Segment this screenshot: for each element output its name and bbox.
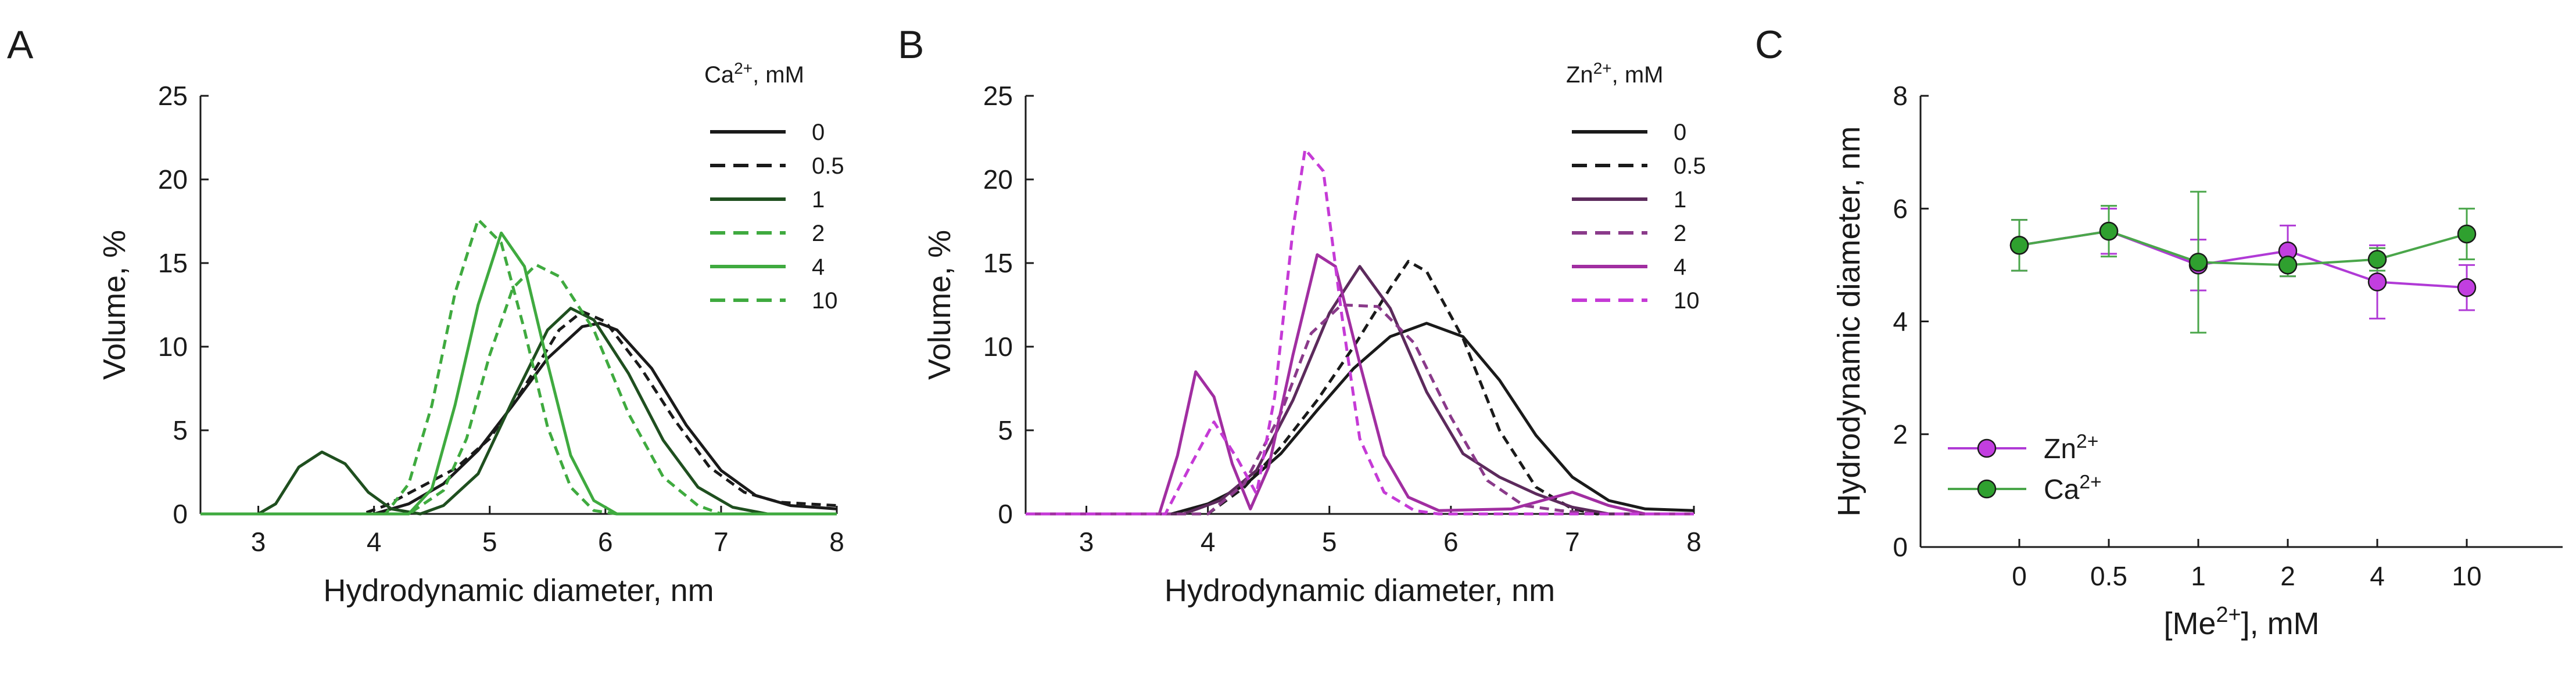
panel-a-y-tick-label-5: 25 (158, 81, 188, 111)
panel-c-x-axis-title: [Me2+], mM (2163, 603, 2319, 641)
panel-b-x-tick-label-5: 8 (1686, 527, 1701, 557)
panel-c-x-tick-label-4: 4 (2370, 561, 2385, 591)
panel-a-series-0-line (200, 322, 837, 516)
panel-c-series-0-line (2019, 230, 2467, 289)
panel-a-series-2-line (200, 307, 837, 516)
panel-c-series-0-point-5 (2457, 278, 2477, 297)
panel-a-x-tick-label-1: 4 (367, 527, 382, 557)
panel-b-y-tick-label-0: 0 (998, 499, 1013, 529)
panel-c-series-1-point-3 (2278, 256, 2298, 275)
panel-a-legend-title: Ca2+, mM (704, 59, 804, 88)
panel-c-legend-swatch-marker-0 (1977, 438, 1997, 458)
panel-c-y-axis-title: Hydrodynamic diameter, nm (1832, 126, 1866, 516)
panel-c-series-0-point-4 (2367, 272, 2387, 292)
panel-b-legend-label-5: 10 (1674, 288, 1700, 314)
panel-b-series-3-line (1026, 303, 1694, 516)
panel-a-legend-label-4: 4 (812, 254, 825, 280)
panel-a-y-tick-label-1: 5 (173, 415, 188, 445)
panel-b-x-tick-label-4: 7 (1565, 527, 1580, 557)
panel-b-y-tick-label-4: 20 (983, 164, 1013, 195)
panel-a-legend-label-0: 0 (812, 120, 825, 145)
panel-b-x-tick-label-0: 3 (1079, 527, 1094, 557)
panel-b-y-tick-label-1: 5 (998, 415, 1013, 445)
panel-b-y-axis-title: Volume, % (922, 230, 957, 380)
panel-c-series-1-point-1 (2099, 221, 2119, 241)
panel-a-y-tick-label-2: 10 (158, 332, 188, 362)
panel-c-series-1-point-2 (2188, 253, 2208, 272)
panel-a-y-tick-label-0: 0 (173, 499, 188, 529)
panel-a-series-3-line (200, 218, 837, 516)
panel-b-legend-label-0: 0 (1674, 120, 1686, 145)
panel-a-series-5-line (200, 263, 837, 516)
panel-b-legend-label-3: 2 (1674, 221, 1686, 246)
panel-b-series-1-line (1026, 260, 1694, 516)
panel-b-legend-label-4: 4 (1674, 254, 1686, 280)
panel-b-y-tick-label-3: 15 (983, 248, 1013, 278)
panel-b-series-5-line (1026, 147, 1694, 516)
panel-letter-a: A (7, 23, 34, 67)
panel-c-x-tick-label-5: 10 (2452, 561, 2481, 591)
panel-b-series-2-line (1026, 265, 1694, 516)
panel-c-legend-swatch-marker-1 (1977, 479, 1997, 499)
panel-c-series-1-point-5 (2457, 224, 2477, 244)
panel-a-y-tick-label-3: 15 (158, 248, 188, 278)
panel-c-legend-label-0: Zn2+ (2044, 431, 2098, 465)
panel-a-x-tick-label-4: 7 (714, 527, 729, 557)
panel-c-legend-label-1: Ca2+ (2044, 472, 2102, 506)
panel-b-series-0-line (1026, 322, 1694, 516)
panel-a-legend-label-2: 1 (812, 187, 825, 213)
panel-a-x-tick-label-5: 8 (829, 527, 844, 557)
panel-c-x-tick-label-1: 0.5 (2090, 561, 2127, 591)
panel-b-x-tick-label-2: 5 (1322, 527, 1337, 557)
panel-a-y-tick-label-4: 20 (158, 164, 188, 195)
panel-c-y-tick-label-2: 4 (1893, 307, 1908, 337)
panel-c-chart: 0 2 4 6 8 0 0.5 1 2 4 10 [Me2+], mM Hydrodynamic dia… (1832, 81, 2563, 641)
panel-a-x-tick-label-2: 5 (482, 527, 497, 557)
panel-a-x-tick-label-0: 3 (251, 527, 266, 557)
panel-b-y-tick-label-5: 25 (983, 81, 1013, 111)
panel-c-y-tick-label-4: 8 (1893, 81, 1908, 111)
panel-letter-b: B (898, 23, 924, 67)
panel-a-legend-label-5: 10 (812, 288, 838, 314)
panel-c-series-1-line (2019, 230, 2467, 267)
panel-letter-c: C (1755, 23, 1783, 67)
panel-b-x-axis-title: Hydrodynamic diameter, nm (1165, 573, 1555, 608)
panel-b-y-tick-label-2: 10 (983, 332, 1013, 362)
panel-b-legend-label-1: 0.5 (1674, 153, 1706, 179)
panel-a-legend-label-3: 2 (812, 221, 825, 246)
panel-c-x-tick-label-2: 1 (2191, 561, 2206, 591)
panel-a-y-axis-title: Volume, % (97, 230, 132, 380)
panel-c-series-1-point-4 (2367, 250, 2387, 269)
panel-a-x-tick-label-3: 6 (598, 527, 613, 557)
panel-c-x-tick-label-0: 0 (2012, 561, 2027, 591)
panel-a-series-4-line (200, 231, 837, 516)
panel-c-y-tick-label-3: 6 (1893, 193, 1908, 224)
panel-b-x-tick-label-1: 4 (1201, 527, 1216, 557)
panel-c-series-1-point-0 (2009, 236, 2029, 255)
panel-c-y-tick-label-1: 2 (1893, 419, 1908, 449)
panel-b-x-tick-label-3: 6 (1443, 527, 1459, 557)
panel-c-x-tick-label-3: 2 (2280, 561, 2295, 591)
panel-b-legend-label-2: 1 (1674, 187, 1686, 213)
panel-a-series-1-line (200, 310, 837, 516)
panel-c-y-tick-label-0: 0 (1893, 532, 1908, 562)
panel-a-x-axis-title: Hydrodynamic diameter, nm (323, 573, 714, 608)
panel-a-legend-label-1: 0.5 (812, 153, 844, 179)
panel-b-legend-title: Zn2+, mM (1566, 59, 1664, 88)
panel-b-series-4-line (1026, 253, 1694, 516)
